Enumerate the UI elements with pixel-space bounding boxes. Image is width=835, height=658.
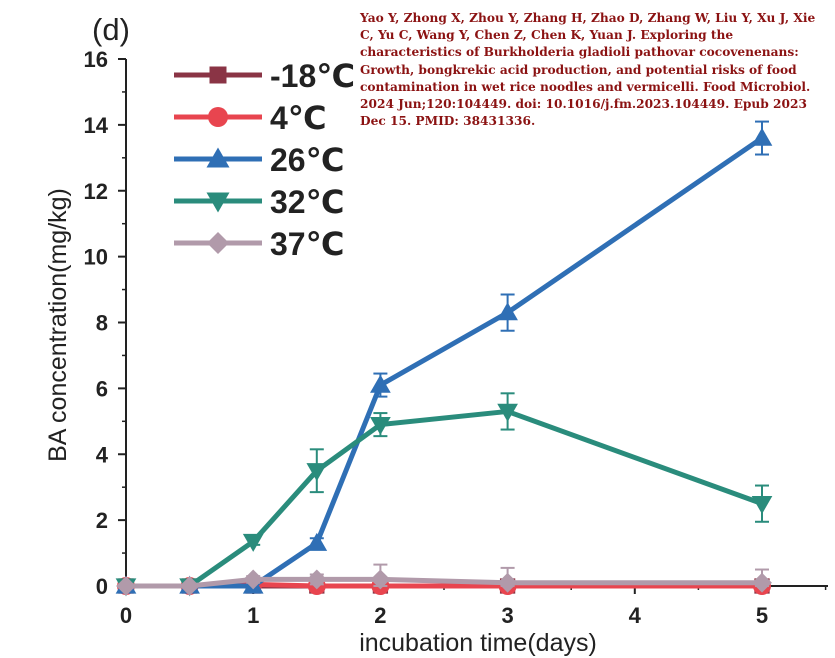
data-point (751, 127, 773, 146)
legend: -18℃ 4℃ 26℃ 32℃ 37℃ (174, 58, 355, 262)
data-point (370, 416, 391, 435)
legend-label: -18℃ (270, 58, 355, 94)
legend-label: 26℃ (270, 142, 344, 178)
legend-entry: 37℃ (174, 226, 344, 262)
data-point (209, 66, 227, 84)
plot-area (115, 120, 773, 597)
x-tick-label: 4 (629, 603, 642, 628)
series (116, 563, 772, 596)
y-tick-label: 16 (84, 47, 108, 72)
series (115, 120, 773, 594)
legend-entry: 4℃ (174, 100, 327, 136)
data-point (116, 576, 136, 596)
y-tick-label: 12 (84, 179, 108, 204)
data-point (306, 463, 328, 482)
data-point (243, 569, 264, 590)
data-point (751, 496, 773, 515)
legend-label: 4℃ (270, 100, 327, 136)
x-tick-label: 5 (756, 603, 768, 628)
y-tick-label: 14 (84, 113, 109, 138)
y-tick-label: 10 (84, 245, 108, 270)
data-point (306, 569, 327, 590)
x-tick-label: 1 (247, 603, 259, 628)
y-tick-label: 8 (96, 311, 108, 336)
panel-label: (d) (92, 12, 130, 47)
data-point (206, 192, 230, 213)
data-point (497, 572, 518, 593)
legend-label: 32℃ (270, 184, 344, 220)
y-tick-label: 4 (96, 442, 109, 467)
legend-entry: 32℃ (174, 184, 344, 220)
data-point (497, 302, 518, 321)
legend-entry: -18℃ (174, 58, 355, 94)
data-point (208, 107, 228, 127)
series (115, 392, 773, 597)
data-point (179, 576, 200, 596)
data-point (207, 232, 229, 254)
x-tick-label: 0 (120, 603, 132, 628)
data-point (306, 532, 328, 551)
data-point (497, 403, 518, 422)
series-line (123, 408, 765, 589)
y-tick-label: 2 (96, 508, 108, 533)
legend-label: 37℃ (270, 226, 344, 262)
x-axis-label: incubation time(days) (359, 629, 597, 657)
y-tick-label: 6 (96, 376, 108, 401)
y-tick-label: 0 (96, 574, 108, 599)
data-point (206, 147, 230, 168)
data-point (370, 569, 391, 590)
citation-text: Yao Y, Zhong X, Zhou Y, Zhang H, Zhao D,… (360, 11, 816, 129)
legend-entry: 26℃ (174, 142, 344, 178)
data-point (752, 572, 772, 593)
x-tick-label: 3 (501, 603, 513, 628)
data-point (370, 374, 391, 393)
y-axis-label: BA concentration(mg/kg) (44, 188, 72, 462)
data-point (242, 533, 264, 552)
x-tick-label: 2 (374, 603, 386, 628)
